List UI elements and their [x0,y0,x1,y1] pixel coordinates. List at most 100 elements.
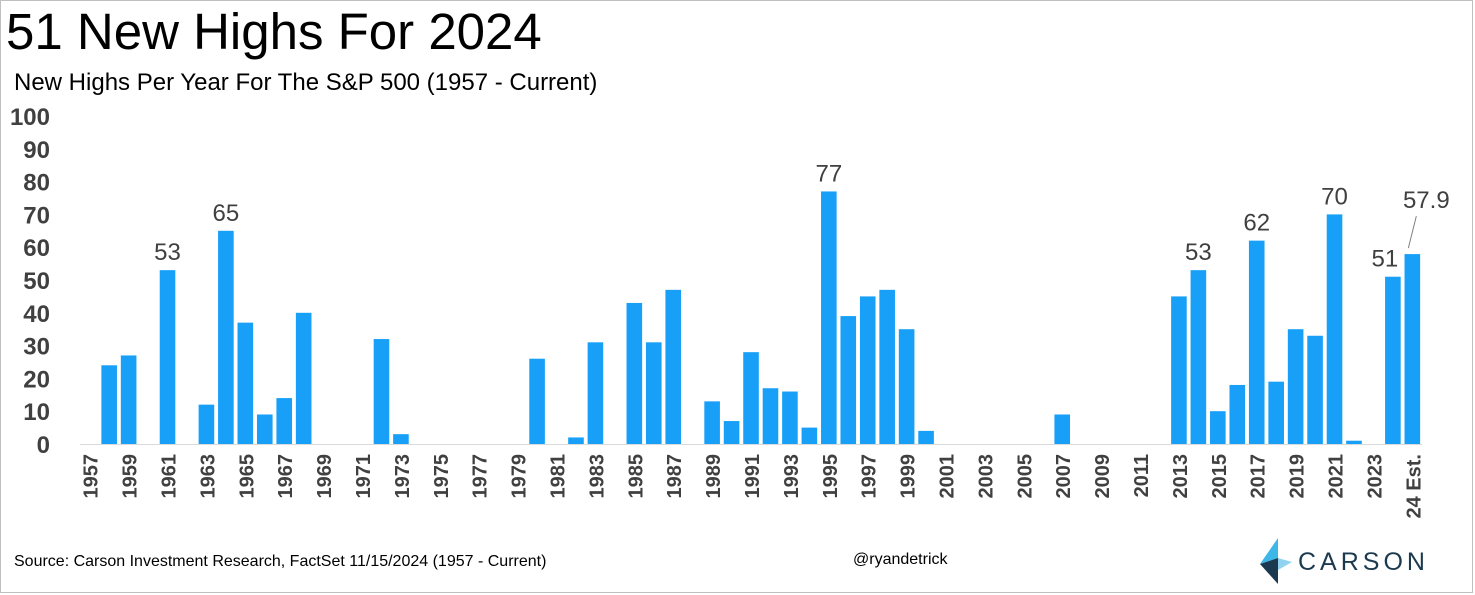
y-tick-label: 10 [23,399,50,426]
carson-logo-icon [1260,538,1292,584]
x-tick-label: 1999 [898,454,920,499]
bar-1972 [373,339,390,444]
bar-2019 [1287,329,1304,444]
bar-1963 [198,404,215,444]
bar-1959 [120,355,137,444]
x-tick-label: 1971 [353,454,375,499]
bar-2000 [918,430,934,444]
x-tick-label: 2017 [1248,454,1270,499]
bar-1999 [898,329,915,444]
data-label: 53 [1185,239,1212,266]
bar-1990 [723,421,740,444]
x-tick-label: 1985 [625,454,647,499]
x-tick-label: 2009 [1092,454,1114,499]
x-tick-label: 1991 [742,454,764,499]
bar-1967 [276,398,293,444]
bar-1991 [743,352,759,444]
chart-title: 51 New Highs For 2024 [6,3,542,60]
bar-2013 [1171,296,1187,444]
x-tick-label: 1979 [509,454,531,499]
x-tick-label: 1969 [314,454,336,499]
data-label: 70 [1321,183,1348,210]
data-label: 57.9 [1403,187,1450,214]
bar-2007 [1054,414,1071,444]
bar-1968 [295,312,312,444]
bar-1961 [159,270,176,444]
x-tick-label: 1995 [820,454,842,499]
x-tick-label: 1983 [586,454,608,499]
bar-1958 [101,365,117,444]
x-tick-label: 2019 [1287,454,1309,499]
y-tick-label: 50 [23,268,50,295]
x-tick-label: 1967 [275,454,297,499]
bar-2018 [1268,381,1284,444]
author-handle: @ryandetrick [853,551,948,568]
data-label: 51 [1372,246,1399,273]
x-tick-label: 2003 [975,454,997,499]
bar-1996 [840,316,857,444]
bar-2022 [1346,440,1362,444]
x-tick-label: 2013 [1170,454,1192,499]
bar-24est [1404,254,1421,444]
bar-2020 [1307,335,1323,444]
bar-1998 [879,289,895,444]
data-label: 77 [815,160,842,187]
bar-1994 [801,427,818,444]
bar-1964 [218,230,234,444]
bar-1995 [821,191,837,444]
x-tick-label: 1989 [703,454,725,499]
x-tick-label: 1987 [664,454,686,499]
y-tick-label: 60 [23,235,50,262]
bar-1986 [645,342,662,444]
chart-subtitle: New Highs Per Year For The S&P 500 (1957… [14,69,598,96]
data-label: 65 [213,200,240,227]
y-tick-label: 80 [23,170,50,197]
x-tick-label: 2023 [1364,454,1386,499]
bar-1966 [256,414,273,444]
x-tick-label: 1965 [236,454,258,499]
x-tick-label: 2015 [1209,454,1231,499]
bar-2014 [1190,270,1207,444]
x-tick-label: 2001 [937,454,959,499]
y-tick-label: 0 [37,432,50,459]
x-tick-label: 2005 [1014,454,1036,499]
bar-1973 [393,434,409,444]
bar-1989 [704,401,720,444]
bar-1980 [529,358,545,444]
x-tick-label: 1975 [431,454,453,499]
bar-2016 [1229,384,1246,444]
bar-2021 [1326,214,1343,444]
bar-1985 [626,302,643,444]
x-tick-label: 1963 [197,454,219,499]
bar-2015 [1210,411,1226,444]
y-tick-label: 40 [23,301,50,328]
data-label: 53 [154,239,181,266]
x-tick-label: 1957 [81,454,103,499]
bar-1983 [587,342,604,444]
x-tick-label: 1977 [470,454,492,499]
x-tick-label: 24 Est. [1403,454,1425,518]
y-tick-label: 90 [23,137,50,164]
bar-2017 [1248,240,1265,444]
x-tick-label: 1997 [859,454,881,499]
bar-1997 [859,296,876,444]
x-tick-label: 2011 [1131,454,1153,497]
bar-1965 [237,322,254,444]
source-note: Source: Carson Investment Research, Fact… [14,553,547,570]
bar-1993 [782,391,798,444]
bar-1987 [665,289,682,444]
x-tick-label: 2021 [1326,454,1348,499]
brand-name: CARSON [1298,548,1429,576]
bar-1982 [568,437,584,444]
y-tick-label: 100 [10,104,50,131]
y-tick-label: 20 [23,366,50,393]
bar-1992 [762,388,779,444]
bar-2024 [1385,276,1401,444]
x-tick-label: 1993 [781,454,803,499]
x-tick-label: 1973 [392,454,414,499]
leader-line [1407,215,1417,249]
y-tick-label: 70 [23,202,50,229]
data-label: 62 [1243,210,1270,237]
